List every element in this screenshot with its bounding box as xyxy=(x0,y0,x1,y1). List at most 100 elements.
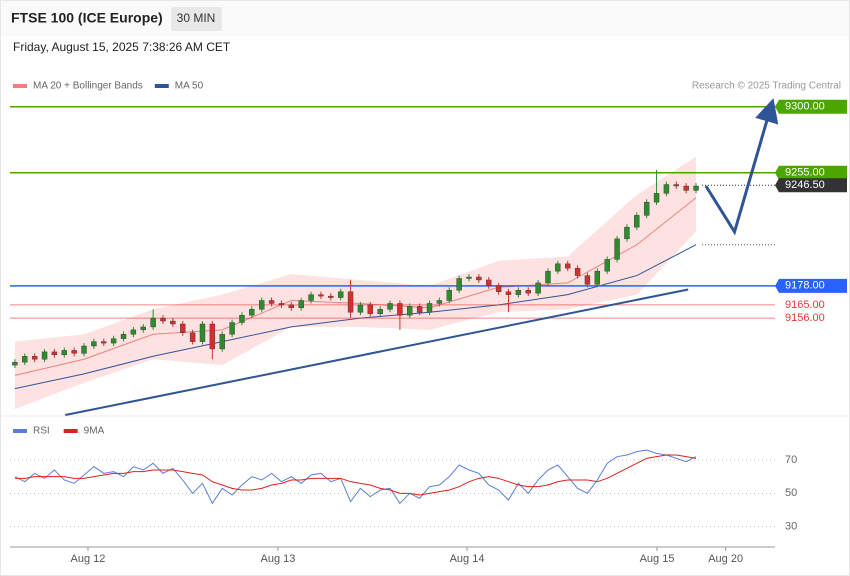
legend-label: RSI xyxy=(33,426,50,437)
date: Friday, August 15, 2025 7:38:26 AM CET xyxy=(13,40,231,54)
candle-body xyxy=(426,303,433,313)
candle-body xyxy=(673,184,679,187)
candle-body xyxy=(604,259,610,272)
candle-body xyxy=(377,309,383,314)
level-label: 9246.50 xyxy=(785,179,825,191)
candle-body xyxy=(150,317,156,328)
timeframe[interactable]: 30 MIN xyxy=(177,11,216,25)
candle-body xyxy=(189,332,196,342)
candle-body xyxy=(357,304,364,313)
candle-body xyxy=(298,300,304,309)
candle-body xyxy=(249,309,255,316)
candle-body xyxy=(328,295,334,298)
x-tick-label: Aug 12 xyxy=(71,553,106,565)
legend-swatch xyxy=(154,84,169,88)
title: FTSE 100 (ICE Europe) xyxy=(11,10,163,26)
candle-body xyxy=(456,278,462,291)
y-tick-label: 50 xyxy=(785,487,797,499)
candle-body xyxy=(278,303,285,306)
candle-body xyxy=(555,263,561,272)
candle-body xyxy=(683,185,689,191)
level-label-box xyxy=(775,165,847,180)
level-label-box xyxy=(775,178,847,193)
candle-body xyxy=(693,185,699,191)
candle-body xyxy=(101,341,107,344)
candle-body xyxy=(515,290,522,295)
candle-body xyxy=(643,201,650,216)
legend-label: MA 20 + Bollinger Bands xyxy=(33,81,143,92)
candle-body xyxy=(219,334,225,350)
projection-arrow xyxy=(704,98,779,236)
candle-body xyxy=(535,282,541,294)
level-label-box xyxy=(775,99,847,114)
candle-body xyxy=(495,285,502,292)
candle-body xyxy=(71,350,77,354)
level-label: 9255.00 xyxy=(785,167,825,179)
candle-body xyxy=(416,306,423,313)
candle-body xyxy=(160,317,166,322)
candle-body xyxy=(199,323,206,342)
candle-body xyxy=(61,350,67,356)
candle-body xyxy=(120,334,127,339)
x-tick-label: Aug 20 xyxy=(708,553,743,565)
legend-swatch xyxy=(13,429,27,433)
candle-body xyxy=(288,304,295,309)
level-label: 9178.00 xyxy=(785,280,825,292)
candle-body xyxy=(663,184,670,194)
candle-body xyxy=(170,320,176,325)
candle-body xyxy=(110,338,117,344)
candle-body xyxy=(565,263,571,269)
candle-body xyxy=(545,270,551,284)
candle-body xyxy=(367,304,373,314)
candle-body xyxy=(525,290,531,294)
bollinger-band xyxy=(14,156,697,410)
level-label: 9165.00 xyxy=(785,299,825,311)
candle-body xyxy=(653,193,660,203)
candle-body xyxy=(140,326,146,331)
candle-body xyxy=(466,276,472,279)
candle-body xyxy=(347,291,354,313)
candle-body xyxy=(12,361,18,366)
x-tick-label: Aug 13 xyxy=(261,553,296,565)
legend-swatch xyxy=(63,429,78,433)
legend-label: 9MA xyxy=(84,426,105,437)
y-tick-label: 70 xyxy=(785,454,797,466)
rsi-line xyxy=(14,454,697,496)
legend-swatch xyxy=(13,84,27,88)
trendline xyxy=(65,288,689,416)
level-label: 9300.00 xyxy=(785,101,825,113)
x-tick-label: Aug 15 xyxy=(640,553,675,565)
candle-body xyxy=(91,341,97,347)
candle-body xyxy=(31,356,38,360)
legend: MA 20 + Bollinger Bands MA 50 xyxy=(13,81,204,92)
timeframe-badge[interactable] xyxy=(171,7,222,31)
candle-body xyxy=(486,279,492,287)
candle-body xyxy=(634,215,640,228)
candle-body xyxy=(614,238,620,260)
candle-body xyxy=(180,323,186,333)
candle-body xyxy=(446,290,452,301)
candle-body xyxy=(318,294,324,297)
candle-body xyxy=(239,314,245,323)
candle-body xyxy=(308,294,314,301)
candle-body xyxy=(130,329,137,335)
candle-body xyxy=(594,270,601,285)
credit: Research © 2025 Trading Central xyxy=(692,81,841,92)
candle-body xyxy=(81,345,87,354)
candle-body xyxy=(505,291,512,295)
candle-body xyxy=(387,303,393,310)
candle-body xyxy=(584,275,591,285)
candle-body xyxy=(41,351,48,360)
candle-body xyxy=(268,300,275,304)
y-tick-label: 30 xyxy=(785,521,797,533)
candle-body xyxy=(259,300,265,310)
candle-body xyxy=(574,268,581,276)
x-tick-label: Aug 14 xyxy=(450,553,485,565)
candle-body xyxy=(436,300,443,304)
candle-body xyxy=(624,226,630,240)
candle-body xyxy=(51,351,58,356)
level-label: 9156.00 xyxy=(785,312,825,324)
legend-label: MA 50 xyxy=(175,81,204,92)
